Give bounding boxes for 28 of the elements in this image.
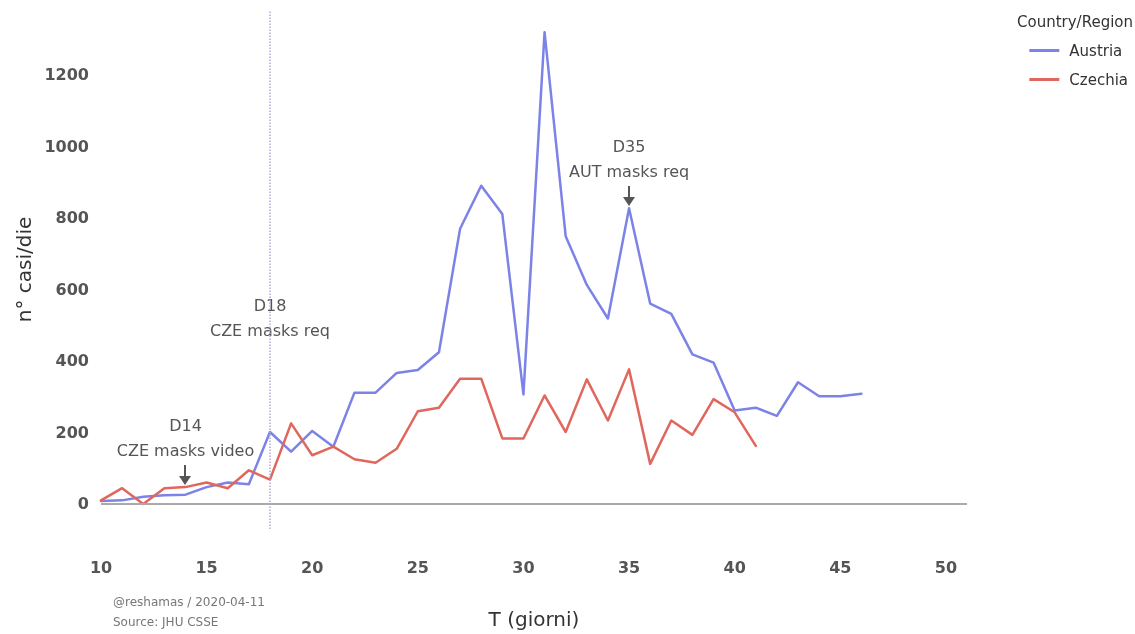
annotation: D14 CZE masks video: [116, 416, 255, 461]
annotation: D35 AUT masks req: [568, 137, 690, 182]
ref-line-label: D18 CZE masks req: [209, 296, 330, 340]
y-tick-label: 600: [55, 279, 89, 299]
x-axis-title: T (giorni): [487, 607, 580, 631]
x-tick-label: 35: [617, 557, 641, 577]
line-series: [99, 368, 758, 506]
legend-title: Country/Region: [1017, 12, 1134, 31]
y-axis-title: n° casi/die: [11, 216, 36, 323]
x-tick-label: 40: [723, 557, 746, 577]
legend-label: Czechia: [1069, 70, 1129, 89]
x-tick-label: 50: [934, 557, 958, 577]
line-series: [99, 30, 863, 503]
legend-label: Austria: [1069, 41, 1123, 60]
x-tick-label: 45: [829, 557, 852, 577]
text: @reshamas / 2020-04-11: [113, 595, 265, 609]
y-tick-label: 200: [55, 422, 89, 442]
source-note: Source: JHU CSSE: [113, 615, 219, 629]
x-tick-label: 30: [512, 557, 535, 577]
y-tick-label: 400: [55, 351, 89, 371]
x-tick-label: 10: [89, 557, 113, 577]
y-tick-label: 1000: [44, 136, 89, 156]
y-tick-label: 1200: [44, 64, 89, 84]
x-tick-label: 25: [406, 557, 429, 577]
y-tick-label: 800: [55, 208, 89, 228]
y-tick-label: 0: [77, 494, 89, 514]
x-tick-label: 15: [195, 557, 218, 577]
x-tick-label: 20: [301, 557, 324, 577]
